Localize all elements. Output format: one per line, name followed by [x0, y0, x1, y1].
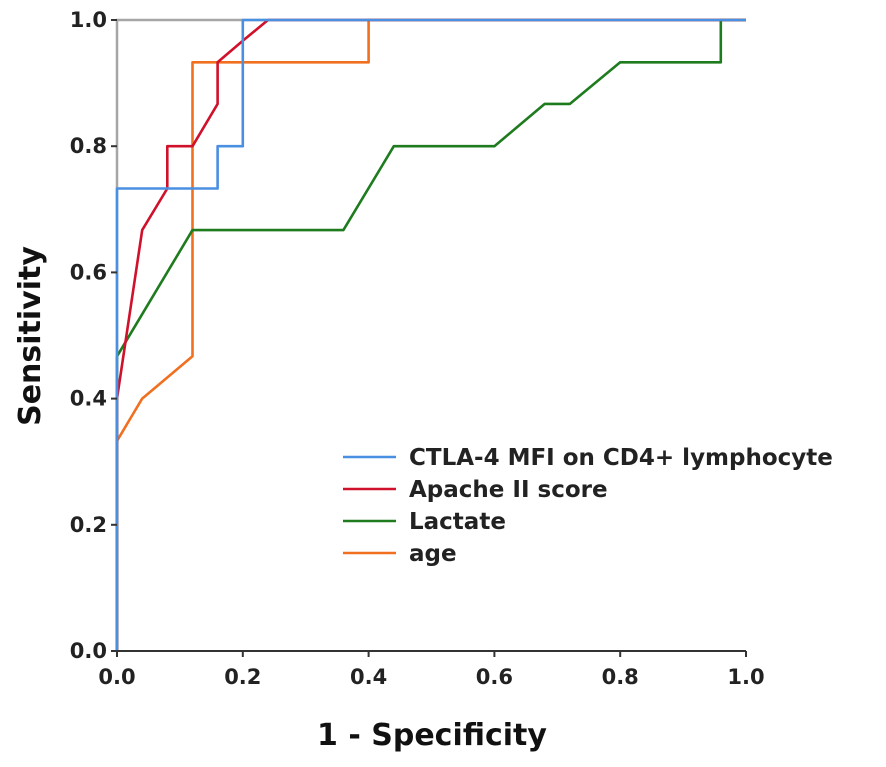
y-tick-label: 0.4	[70, 387, 107, 411]
legend-label: CTLA-4 MFI on CD4+ lymphocyte	[409, 445, 833, 471]
legend-label: Lactate	[409, 509, 506, 535]
series-line-ctla-4-mfi-on-cd4-lymphocyte	[115, 18, 746, 651]
legend: CTLA-4 MFI on CD4+ lymphocyte Apache II s…	[343, 445, 833, 567]
y-tick-label: 0.6	[70, 260, 107, 284]
legend-label: age	[409, 541, 457, 567]
x-axis-title: 1 - Specificity	[317, 718, 547, 753]
series-line-apache-ii-score	[115, 18, 746, 651]
x-tick-label: 0.6	[476, 665, 513, 689]
series-line-age	[115, 18, 746, 651]
y-axis-title: Sensitivity	[13, 246, 48, 426]
y-tick-label: 0.2	[70, 513, 107, 537]
y-tick-label: 1.0	[70, 8, 107, 32]
series-layer	[115, 18, 746, 651]
x-tick-label: 0.2	[224, 665, 261, 689]
legend-label: Apache II score	[409, 477, 608, 503]
x-tick-label: 0.8	[602, 665, 639, 689]
x-tick-label: 0.4	[350, 665, 387, 689]
x-tick-label: 0.0	[98, 665, 135, 689]
x-tick-label: 1.0	[727, 665, 764, 689]
axes-layer	[111, 19, 747, 657]
tick-labels-layer: 0.0 0.2 0.4 0.6 0.8 1.0 0.0 0.2 0.4 0.6 0.8 1.0	[70, 8, 765, 689]
y-tick-label: 0.8	[70, 134, 107, 158]
y-tick-label: 0.0	[70, 639, 107, 663]
